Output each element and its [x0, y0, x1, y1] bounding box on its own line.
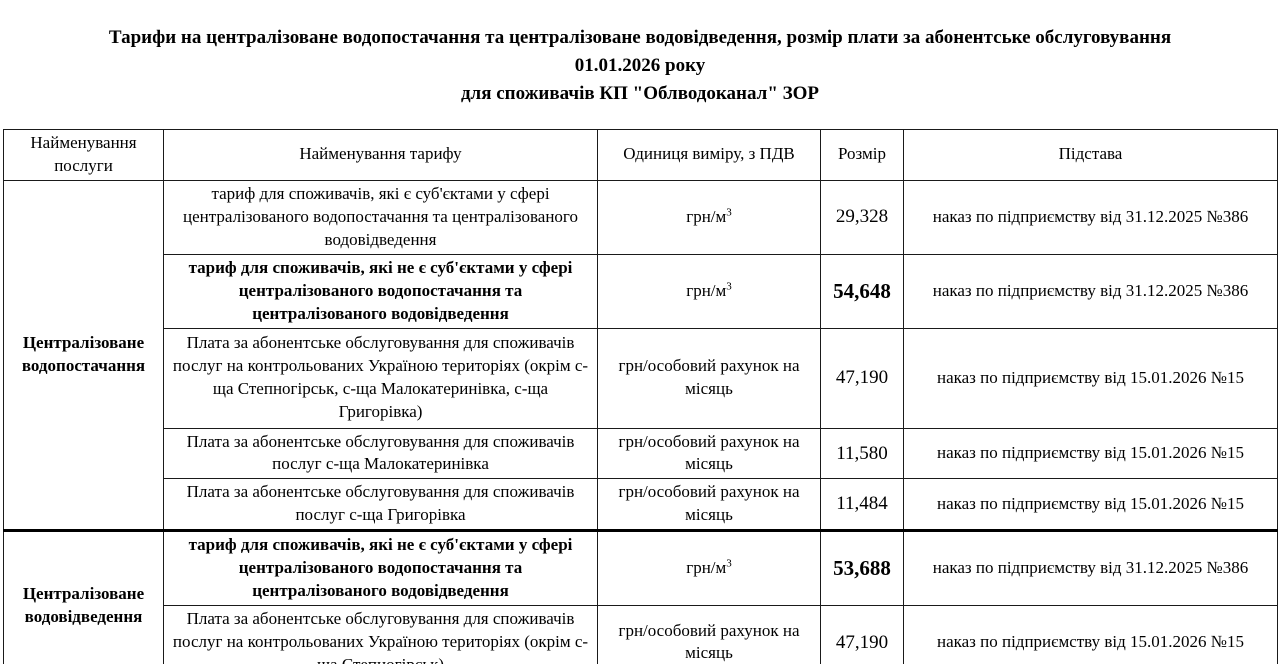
unit-cell: грн/особовий рахунок на місяць [597, 327, 821, 429]
unit-text: грн/м [686, 558, 727, 578]
unit-text: грн/м [686, 280, 727, 300]
unit-text: грн/особовий рахунок на місяць [618, 431, 800, 474]
unit-cell: грн/м3 [597, 529, 821, 607]
unit-text: грн/м [686, 206, 727, 226]
size-cell: 54,648 [820, 253, 904, 329]
table-row: тариф для споживачів, які не є суб'єктам… [4, 253, 1278, 329]
col-header-size: Розмір [820, 129, 904, 181]
unit-text: грн/особовий рахунок на місяць [618, 356, 800, 398]
unit-cell: грн/м3 [597, 179, 821, 255]
service-cell-wastewater: Централізоване водовідведення [3, 529, 164, 664]
basis-cell: наказ по підприємству від 15.01.2026 №15 [903, 478, 1278, 532]
size-cell: 47,190 [820, 605, 904, 664]
unit-superscript: 3 [726, 557, 732, 570]
size-cell: 11,484 [820, 478, 904, 532]
unit-cell: грн/особовий рахунок на місяць [597, 605, 821, 664]
tariff-table: Найменування послуги Найменування тарифу… [3, 129, 1278, 664]
tariff-cell: Плата за абонентське обслуговування для … [163, 478, 598, 532]
basis-cell: наказ по підприємству від 31.12.2025 №38… [903, 529, 1278, 607]
table-row: Плата за абонентське обслуговування для … [4, 327, 1278, 429]
size-cell: 29,328 [820, 179, 904, 255]
unit-superscript: 3 [726, 279, 732, 292]
table-row: Централізоване водовідведення тариф для … [3, 529, 1278, 664]
table-row: Плата за абонентське обслуговування для … [4, 478, 1278, 532]
basis-cell: наказ по підприємству від 15.01.2026 №15 [903, 427, 1278, 480]
basis-cell: наказ по підприємству від 31.12.2025 №38… [903, 253, 1278, 329]
size-cell: 53,688 [820, 529, 904, 607]
size-cell: 47,190 [820, 327, 904, 429]
tariff-cell: тариф для споживачів, які є суб'єктами у… [163, 179, 598, 255]
table-row: Плата за абонентське обслуговування для … [4, 427, 1278, 480]
tariff-cell: Плата за абонентське обслуговування для … [163, 327, 598, 429]
unit-text: грн/особовий рахунок на місяць [618, 620, 800, 663]
table-row: Плата за абонентське обслуговування для … [4, 605, 1278, 664]
tariff-cell: Плата за абонентське обслуговування для … [163, 605, 598, 664]
service-cell-water-supply: Централізоване водопостачання [3, 179, 164, 532]
tariff-cell: тариф для споживачів, які не є суб'єктам… [163, 529, 598, 607]
col-header-tariff: Найменування тарифу [163, 129, 598, 181]
title-line-3: для споживачів КП "Облводоканал" ЗОР [460, 83, 820, 104]
tariff-cell: Плата за абонентське обслуговування для … [163, 427, 598, 480]
basis-cell: наказ по підприємству від 31.12.2025 №38… [903, 179, 1278, 255]
basis-cell: наказ по підприємству від 15.01.2026 №15 [903, 605, 1278, 664]
unit-cell: грн/особовий рахунок на місяць [597, 478, 821, 532]
col-header-service: Найменування послуги [3, 129, 164, 181]
col-header-basis: Підстава [903, 129, 1278, 181]
table-row: Централізоване водопостачання тариф для … [3, 179, 1278, 532]
col-header-unit: Одиниця виміру, з ПДВ [597, 129, 821, 181]
title-line-2: 01.01.2026 року [574, 55, 706, 76]
basis-cell: наказ по підприємству від 15.01.2026 №15 [903, 327, 1278, 429]
unit-superscript: 3 [726, 206, 732, 219]
unit-text: грн/особовий рахунок на місяць [618, 482, 800, 525]
table-header-row: Найменування послуги Найменування тарифу… [3, 129, 1278, 181]
tariff-cell: тариф для споживачів, які не є суб'єктам… [163, 253, 598, 329]
unit-cell: грн/м3 [597, 253, 821, 329]
page-title: Тарифи на централізоване водопостачання … [0, 24, 1280, 108]
unit-cell: грн/особовий рахунок на місяць [597, 427, 821, 480]
title-line-1: Тарифи на централізоване водопостачання … [108, 27, 1172, 48]
size-cell: 11,580 [820, 427, 904, 480]
